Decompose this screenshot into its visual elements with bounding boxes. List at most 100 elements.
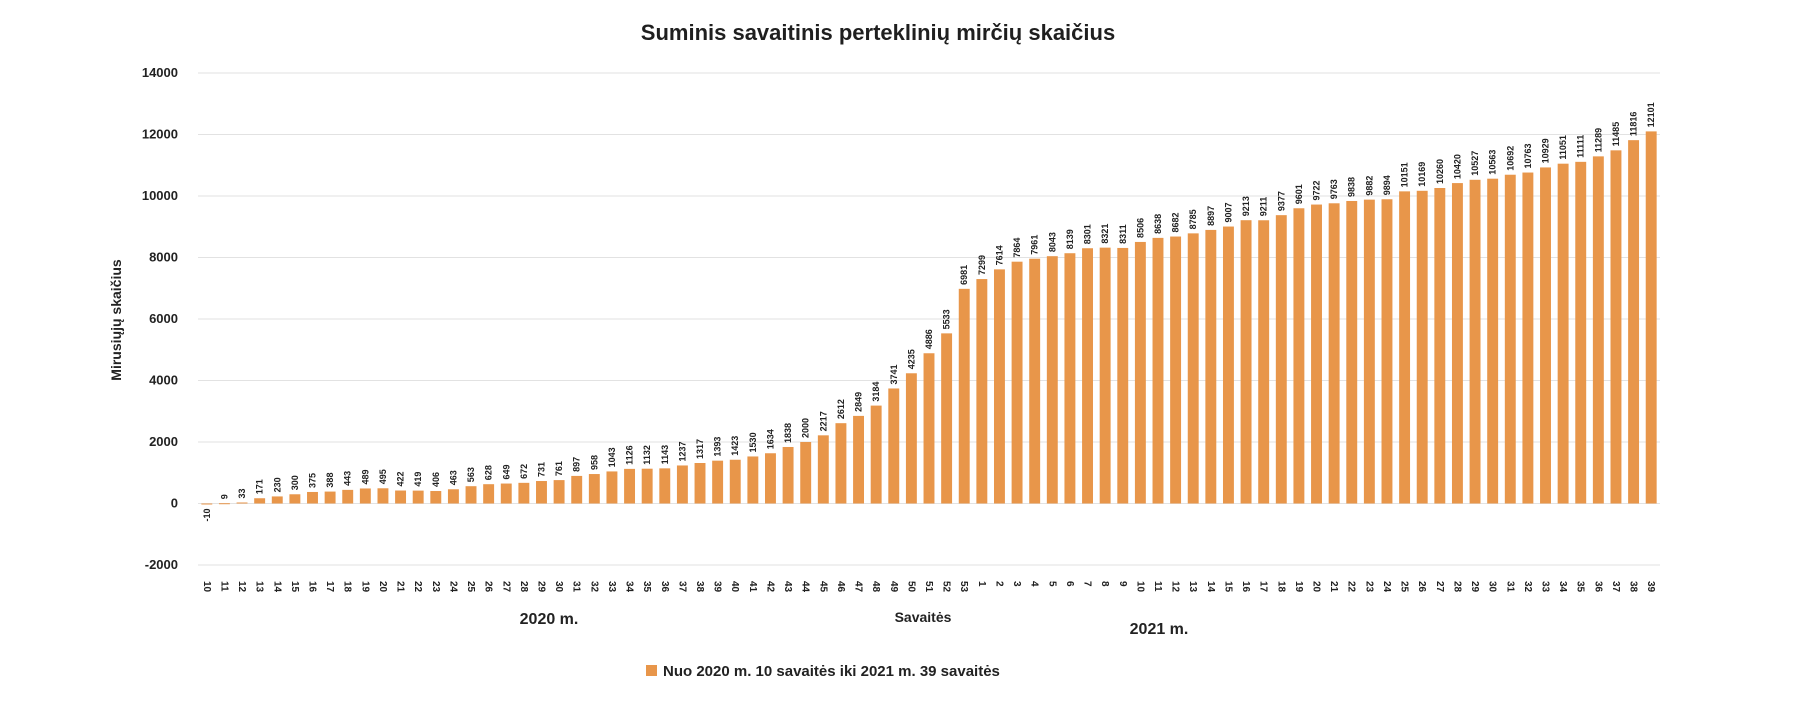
bar: [1152, 237, 1164, 504]
x-tick-label: 14: [271, 581, 282, 593]
data-label: 8139: [1065, 229, 1075, 249]
data-label: 3184: [871, 382, 881, 402]
data-label: 8321: [1100, 224, 1110, 244]
data-label: 10420: [1452, 154, 1462, 179]
x-tick-label: 16: [1240, 581, 1251, 593]
x-tick-label: 23: [430, 581, 441, 593]
bars: [201, 131, 1657, 505]
data-label: 10929: [1541, 138, 1551, 163]
x-tick-label: 26: [483, 581, 494, 593]
x-tick-label: 36: [1592, 581, 1603, 593]
x-tick-label: 20: [1311, 581, 1322, 593]
bar: [342, 489, 354, 504]
x-tick-label: 43: [782, 581, 793, 593]
bar: [1592, 156, 1604, 504]
data-label: 1043: [607, 447, 617, 467]
bar: [1434, 188, 1446, 504]
bar: [729, 459, 741, 504]
x-tick-label: 32: [1522, 581, 1533, 593]
x-tick-label: 46: [835, 581, 846, 593]
bar: [430, 491, 442, 504]
x-tick-label: 39: [712, 581, 723, 593]
bar: [993, 269, 1005, 504]
bar: [1328, 203, 1340, 504]
data-label: 761: [554, 461, 564, 476]
x-tick-label: 18: [342, 581, 353, 593]
data-label: 419: [413, 472, 423, 487]
bar: [395, 490, 407, 504]
data-label: 731: [536, 462, 546, 477]
bar: [500, 483, 512, 504]
bar: [1011, 261, 1023, 504]
x-tick-label: 27: [1434, 581, 1445, 593]
data-label: 9377: [1276, 191, 1286, 211]
y-tick-label: 6000: [149, 311, 178, 326]
bar: [1311, 204, 1322, 504]
x-tick-label: 12: [1170, 581, 1181, 593]
chart-title: Suminis savaitinis perteklinių mirčių sk…: [641, 20, 1115, 45]
bar: [941, 333, 953, 504]
x-tick-label: 17: [1258, 581, 1269, 593]
bar: [465, 486, 477, 504]
data-label: 2000: [801, 418, 811, 438]
x-tick-label: 21: [395, 581, 406, 593]
x-tick-label: 21: [1328, 581, 1339, 593]
data-label: 4235: [906, 349, 916, 369]
x-tick-label: 34: [624, 581, 635, 593]
y-tick-label: 8000: [149, 250, 178, 265]
x-tick-label: 26: [1416, 581, 1427, 593]
data-label: 9601: [1294, 184, 1304, 204]
data-label: 8506: [1135, 218, 1145, 238]
data-label: 10169: [1417, 162, 1427, 187]
x-tick-label: 51: [923, 581, 934, 593]
bar: [888, 388, 900, 504]
data-label: 1393: [713, 437, 723, 457]
data-label: -10: [202, 509, 212, 522]
bar: [571, 475, 583, 504]
data-label: 8311: [1118, 224, 1128, 244]
data-label: 11051: [1558, 135, 1568, 160]
x-tick-label: 42: [764, 581, 775, 593]
x-tick-label: 12: [236, 581, 247, 593]
bar: [324, 491, 336, 504]
bar: [765, 453, 776, 504]
y-axis-ticks: -2000 0 2000 4000 6000 8000 10000 12000 14000: [142, 65, 178, 572]
x-tick-label: 7: [1082, 581, 1093, 587]
bar: [1275, 215, 1287, 504]
bar: [1117, 247, 1129, 504]
bar: [1240, 220, 1252, 504]
x-tick-label: 44: [800, 581, 811, 593]
bar: [447, 489, 459, 504]
data-label: 11816: [1629, 112, 1639, 137]
bar: [1540, 167, 1551, 504]
bar: [1416, 190, 1428, 504]
data-label: 897: [572, 457, 582, 472]
data-label: 10260: [1435, 159, 1445, 184]
bar: [254, 498, 266, 504]
data-label: 489: [360, 469, 370, 484]
data-label: 11111: [1576, 135, 1586, 158]
data-label: 9211: [1259, 197, 1269, 217]
data-label: 958: [589, 455, 599, 470]
x-tick-label: 22: [412, 581, 423, 593]
bar: [588, 474, 600, 504]
bar: [553, 480, 565, 504]
x-tick-label: 25: [1399, 581, 1410, 593]
x-tick-label: 8: [1099, 581, 1110, 587]
data-label: 672: [519, 464, 529, 479]
data-label: 8785: [1188, 209, 1198, 229]
bar: [624, 468, 636, 504]
bar: [1205, 229, 1217, 504]
data-label: 6981: [959, 265, 969, 285]
bar: [1575, 161, 1587, 504]
data-label: 10151: [1400, 162, 1410, 187]
data-label: 2849: [854, 392, 864, 412]
bar: [1346, 200, 1358, 504]
bar: [518, 482, 530, 504]
y-tick-label: 10000: [142, 188, 178, 203]
data-label: 7614: [994, 245, 1004, 265]
data-label: 563: [466, 467, 476, 482]
bar: [782, 446, 794, 504]
x-tick-label: 16: [306, 581, 317, 593]
